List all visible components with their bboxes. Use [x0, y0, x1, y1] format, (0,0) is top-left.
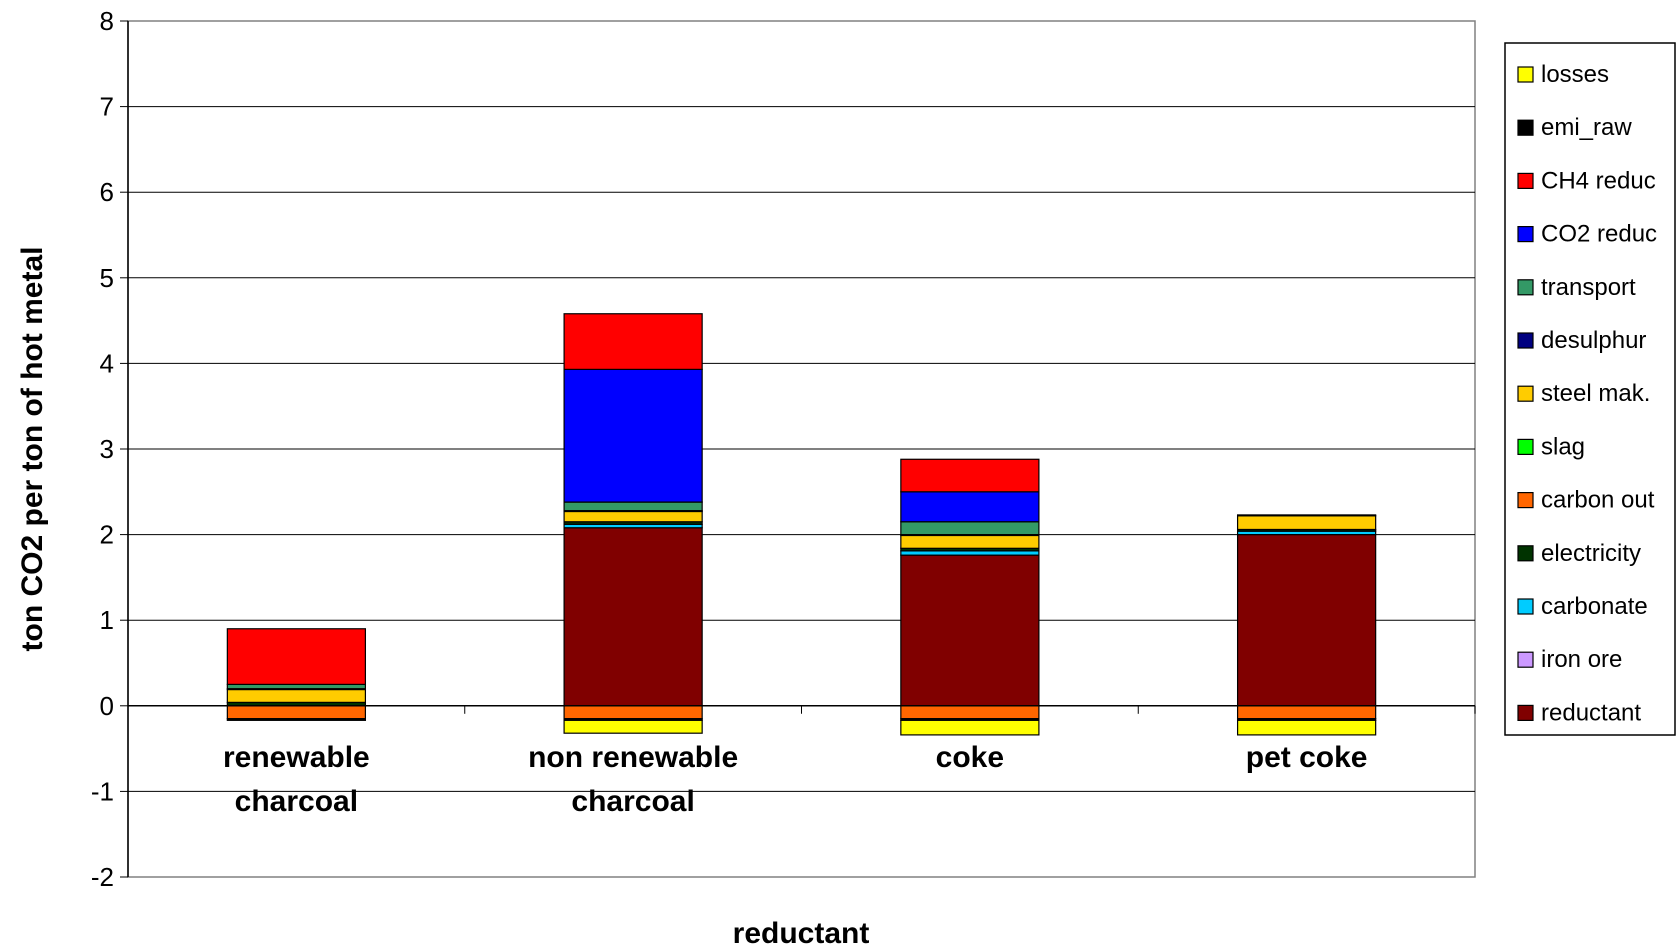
- legend-label: electricity: [1541, 540, 1641, 567]
- legend-label: CH4 reduc: [1541, 167, 1656, 194]
- bar-segment-steel-mak-: [226, 688, 367, 703]
- y-axis-title: ton CO2 per ton of hot metal: [16, 247, 49, 652]
- legend-label: emi_raw: [1541, 114, 1632, 141]
- legend-swatch: [1517, 492, 1534, 509]
- bar-segment-ch4-reduc: [900, 458, 1040, 493]
- y-tick-label: 7: [100, 92, 114, 122]
- legend-swatch: [1517, 704, 1534, 722]
- category-label: charcoal: [235, 785, 358, 818]
- legend-swatch: [1517, 545, 1534, 562]
- legend-label: reductant: [1541, 699, 1641, 726]
- category-label: pet coke: [1246, 741, 1368, 774]
- bar-segment-steel-mak-: [563, 510, 703, 523]
- bars: [226, 313, 1377, 736]
- y-tick-label: 1: [100, 605, 114, 635]
- bar-segment-carbon-out: [563, 705, 703, 720]
- legend-label: losses: [1541, 61, 1609, 88]
- legend-label: steel mak.: [1541, 380, 1650, 407]
- bar-segment-transport: [900, 521, 1040, 536]
- category-label: non renewable: [528, 741, 738, 774]
- bar-segment-losses: [563, 719, 703, 734]
- x-axis-title: reductant: [733, 917, 870, 948]
- bar-segment-losses: [1236, 719, 1377, 736]
- y-tick-label: 4: [100, 348, 114, 378]
- y-tick-label: 3: [100, 434, 114, 464]
- y-tick-label: -2: [91, 862, 114, 892]
- y-tick-label: 2: [100, 520, 114, 550]
- legend-label: iron ore: [1541, 646, 1622, 673]
- bar-segment-transport: [563, 501, 703, 512]
- bar-segment-carbonate: [900, 550, 1040, 556]
- category-label: renewable: [223, 741, 370, 774]
- legend-swatch: [1517, 598, 1534, 615]
- y-tick-label: 8: [100, 6, 114, 36]
- legend-swatch: [1517, 172, 1534, 189]
- bar-segment-transport: [226, 683, 367, 690]
- legend-swatch: [1517, 332, 1534, 349]
- legend: losses emi_raw CH4 reduc CO2 reduc transport…: [1504, 42, 1676, 736]
- axes: [120, 20, 1476, 878]
- category-label: charcoal: [571, 785, 694, 818]
- bar-segment-co2-reduc: [900, 491, 1040, 523]
- y-tick-labels: -2 -1 0 1 2 3 4 5 6 7 8: [91, 6, 114, 892]
- legend-label: CO2 reduc: [1541, 221, 1657, 248]
- bar-segment-reductant: [563, 527, 703, 707]
- bar-segment-reductant: [1236, 533, 1377, 707]
- y-tick-label: 5: [100, 263, 114, 293]
- legend-swatch: [1517, 385, 1534, 402]
- bar-segment-carbon-out: [226, 705, 367, 720]
- legend-swatch: [1517, 438, 1534, 455]
- bar-segment-co2-reduc: [563, 368, 703, 503]
- y-tick-label: 0: [100, 691, 114, 721]
- legend-swatch: [1517, 66, 1534, 83]
- legend-swatch: [1517, 226, 1534, 243]
- bar-segment-carbon-out: [900, 705, 1040, 720]
- bar-segment-ch4-reduc: [226, 628, 367, 686]
- bar-segment-emi-raw: [226, 718, 367, 721]
- legend-label: transport: [1541, 274, 1636, 301]
- category-labels: renewable charcoal non renewable charcoal co…: [223, 741, 1367, 818]
- legend-swatch: [1517, 279, 1534, 296]
- legend-label: carbonate: [1541, 593, 1648, 620]
- bar-segment-carbon-out: [1236, 705, 1377, 720]
- legend-swatch: [1517, 651, 1534, 668]
- bar-segment-reductant: [900, 554, 1040, 707]
- legend-swatch: [1517, 119, 1534, 136]
- legend-label: carbon out: [1541, 487, 1655, 514]
- y-tick-label: -1: [91, 776, 114, 806]
- bar-segment-ch4-reduc: [563, 313, 703, 370]
- legend-label: desulphur: [1541, 327, 1646, 354]
- category-label: coke: [936, 741, 1004, 774]
- bar-segment-losses: [900, 719, 1040, 736]
- bar-segment-steel-mak-: [900, 534, 1040, 549]
- legend-label: slag: [1541, 433, 1585, 460]
- bar-segment-steel-mak-: [1236, 515, 1377, 531]
- bar-segment-desulphur: [1236, 514, 1377, 517]
- y-tick-label: 6: [100, 177, 114, 207]
